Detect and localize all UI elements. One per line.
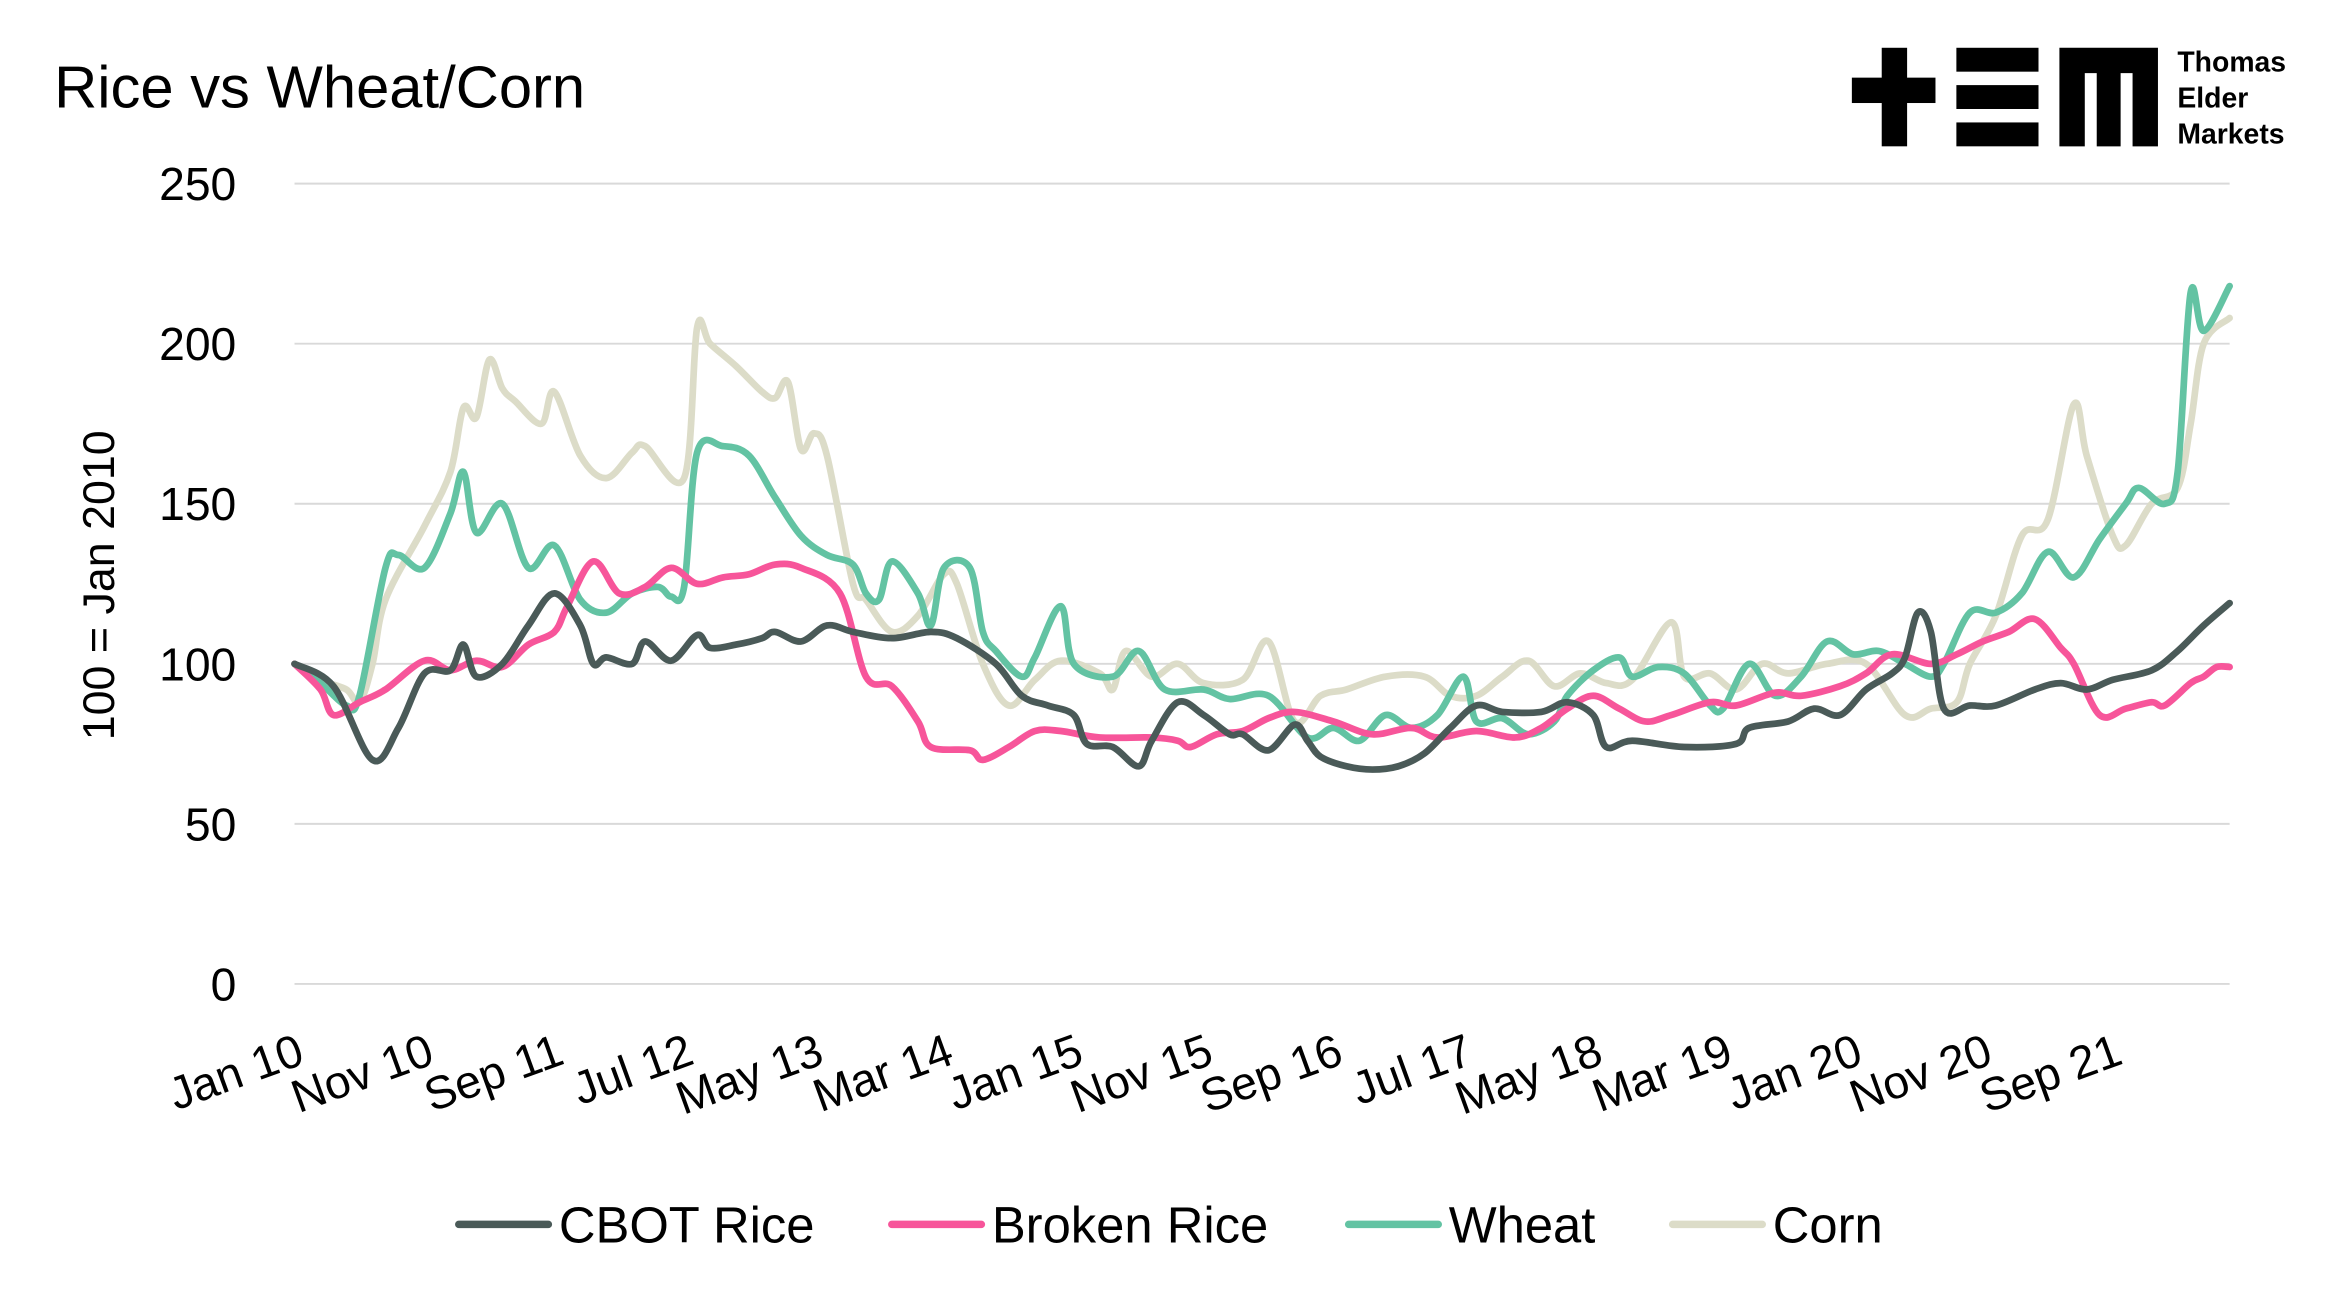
legend-label: CBOT Rice bbox=[559, 1196, 815, 1253]
legend-label: Corn bbox=[1773, 1196, 1883, 1253]
x-tick-label: Mar 19 bbox=[1585, 1024, 1738, 1122]
x-tick-label: Nov 10 bbox=[284, 1024, 440, 1123]
legend-label: Wheat bbox=[1449, 1196, 1596, 1253]
series-lines bbox=[291, 282, 2233, 773]
legend-item-corn: Corn bbox=[1668, 1196, 1883, 1253]
chart-title: Rice vs Wheat/Corn bbox=[54, 54, 585, 121]
x-tick-label: Sep 16 bbox=[1193, 1024, 1349, 1123]
logo-line-1: Thomas bbox=[2177, 47, 2286, 79]
logo-line-3: Markets bbox=[2177, 118, 2284, 150]
x-tick-label: Sep 11 bbox=[417, 1024, 569, 1122]
x-tick-label: May 13 bbox=[669, 1024, 829, 1125]
logo-e-mid bbox=[1956, 85, 2039, 109]
series-line-broken-rice bbox=[291, 558, 2233, 764]
y-tick-label: 50 bbox=[185, 798, 236, 850]
y-axis-label: 100 = Jan 2010 bbox=[74, 430, 124, 740]
legend-item-broken-rice: Broken Rice bbox=[888, 1196, 1268, 1253]
logo-e-top bbox=[1956, 47, 2039, 72]
logo: Thomas Elder Markets bbox=[1851, 47, 2286, 150]
y-tick-label: 200 bbox=[159, 318, 236, 370]
y-tick-label: 100 bbox=[159, 638, 236, 690]
legend-item-wheat: Wheat bbox=[1344, 1196, 1596, 1253]
legend: CBOT Rice Broken Rice Wheat Corn bbox=[455, 1196, 1883, 1253]
grid bbox=[294, 182, 2230, 985]
x-tick-label: Sep 21 bbox=[1973, 1024, 2129, 1123]
x-tick-label: May 18 bbox=[1448, 1024, 1608, 1125]
logo-m bbox=[2059, 47, 2158, 147]
y-tick-label: 0 bbox=[211, 958, 237, 1010]
logo-e-bot bbox=[1956, 122, 2039, 147]
legend-item-cbot-rice: CBOT Rice bbox=[455, 1196, 815, 1253]
legend-label: Broken Rice bbox=[992, 1196, 1268, 1253]
logo-line-2: Elder bbox=[2177, 83, 2248, 115]
y-tick-label: 150 bbox=[159, 478, 236, 530]
series-line-corn bbox=[291, 314, 2233, 727]
y-ticks: 0 50 100 150 200 250 bbox=[159, 158, 236, 1010]
y-tick-label: 250 bbox=[159, 158, 236, 210]
x-tick-label: Mar 14 bbox=[806, 1024, 959, 1122]
logo-plus-v bbox=[1881, 47, 1908, 147]
series-line-cbot-rice bbox=[291, 590, 2233, 773]
